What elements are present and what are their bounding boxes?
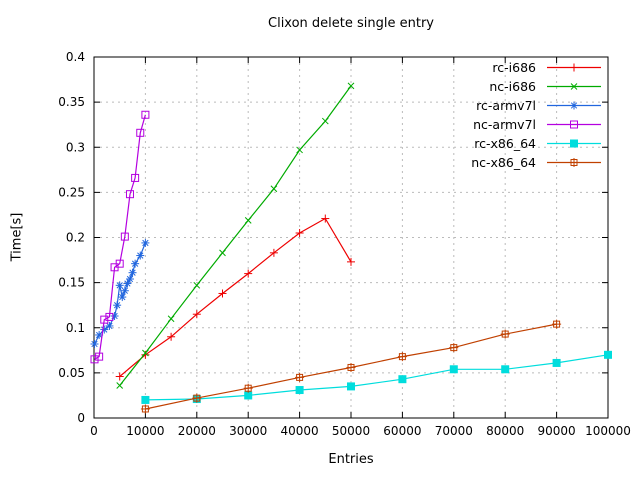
- legend-row: nc-i686: [471, 77, 602, 96]
- legend-line-sample-icon: [546, 80, 602, 93]
- legend-row: nc-x86_64: [471, 153, 602, 172]
- gridlines: [94, 57, 608, 418]
- x-tick-label: 10000: [126, 424, 164, 438]
- legend-label: rc-i686: [492, 60, 536, 75]
- x-tick-label: 70000: [435, 424, 473, 438]
- legend-sample-rc-armv7l: [547, 101, 601, 110]
- x-tick-label: 90000: [538, 424, 576, 438]
- x-tick-label: 60000: [383, 424, 421, 438]
- legend-row: rc-x86_64: [471, 134, 602, 153]
- legend: rc-i686 nc-i686 rc-armv7l nc-armv7l rc-x…: [471, 58, 602, 172]
- x-tick-labels: 0 10000 20000 30000 40000 50000 60000 70000 8000…: [90, 424, 631, 438]
- legend-sample-nc-x86_64: [547, 158, 601, 167]
- legend-sample-nc-armv7l: [547, 120, 601, 129]
- x-axis-label: Entries: [328, 452, 374, 467]
- x-tick-label: 30000: [229, 424, 267, 438]
- x-tick-label: 50000: [332, 424, 370, 438]
- y-tick-label: 0.1: [66, 321, 85, 335]
- y-tick-label: 0.15: [58, 276, 85, 290]
- legend-line-sample-icon: [546, 156, 602, 169]
- legend-line-sample-icon: [546, 137, 602, 150]
- series-rc-i686: [115, 214, 355, 381]
- y-tick-label: 0.2: [66, 231, 85, 245]
- tick-marks: [93, 56, 609, 419]
- series-nc-i686: [116, 82, 355, 389]
- legend-sample-rc-x86_64: [547, 139, 601, 148]
- series-nc-armv7l: [90, 110, 150, 364]
- legend-line-sample-icon: [546, 99, 602, 112]
- legend-sample-nc-i686: [547, 83, 601, 90]
- y-tick-label: 0.05: [58, 366, 85, 380]
- legend-sample-rc-i686: [547, 63, 601, 72]
- legend-row: rc-armv7l: [471, 96, 602, 115]
- legend-label: nc-i686: [489, 79, 536, 94]
- series-nc-x86_64: [140, 319, 562, 414]
- y-tick-label: 0.4: [66, 50, 85, 64]
- x-tick-label: 20000: [178, 424, 216, 438]
- legend-row: nc-armv7l: [471, 115, 602, 134]
- legend-label: rc-x86_64: [474, 136, 536, 151]
- legend-label: nc-x86_64: [471, 155, 536, 170]
- legend-row: rc-i686: [471, 58, 602, 77]
- legend-line-sample-icon: [546, 118, 602, 131]
- legend-label: rc-armv7l: [476, 98, 536, 113]
- y-tick-label: 0: [77, 411, 85, 425]
- legend-label: nc-armv7l: [473, 117, 536, 132]
- x-tick-label: 40000: [281, 424, 319, 438]
- legend-line-sample-icon: [546, 61, 602, 74]
- x-tick-label: 100000: [585, 424, 631, 438]
- y-tick-labels: 0 0.05 0.1 0.15 0.2 0.25 0.3 0.35 0.4: [58, 50, 85, 425]
- series-rc-x86_64: [141, 350, 612, 404]
- x-tick-label: 0: [90, 424, 98, 438]
- x-tick-label: 80000: [486, 424, 524, 438]
- y-axis-label: Time[s]: [9, 212, 25, 262]
- y-tick-label: 0.25: [58, 185, 85, 199]
- chart-title: Clixon delete single entry: [268, 16, 434, 31]
- y-tick-label: 0.3: [66, 140, 85, 154]
- y-tick-label: 0.35: [58, 95, 85, 109]
- series-rc-armv7l: [90, 238, 150, 348]
